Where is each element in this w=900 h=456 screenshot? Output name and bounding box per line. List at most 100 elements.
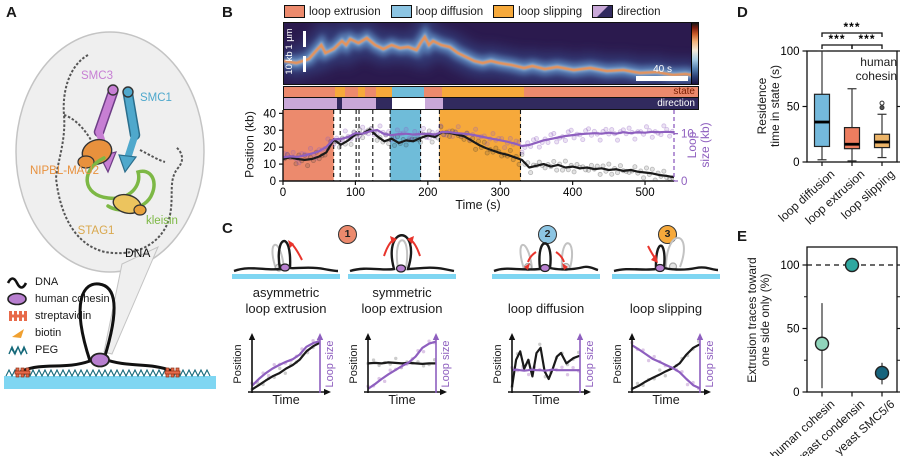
svg-text:***: *** (828, 32, 845, 46)
svg-text:300: 300 (491, 187, 510, 199)
annotation-human-cohesin: cohesin (855, 69, 897, 83)
bar-segment (392, 98, 426, 109)
cohesin-schematic: SMC3 SMC1 NIPBL-MAU2 kleisin STAG1 DNA (4, 31, 216, 389)
mini-y-label: Position (492, 344, 504, 384)
mini-y-label: Position (232, 344, 244, 384)
panel-label-a: A (6, 4, 17, 21)
svg-text:0: 0 (280, 187, 286, 199)
legend-item-loop-diffusion: loop diffusion (390, 5, 484, 18)
time-axis-label: Time (s) (455, 198, 501, 212)
mode-label-line1: asymmetric (252, 285, 320, 300)
legend-item-biotin: biotin (6, 325, 61, 341)
svg-text:100: 100 (780, 46, 799, 58)
legend-label: biotin (35, 327, 62, 339)
mode-label-line2: loop extrusion (245, 301, 327, 316)
bar-segment (336, 98, 342, 109)
svg-text:50: 50 (787, 324, 800, 336)
legend-item-loop-extrusion: loop extrusion (284, 5, 381, 18)
legend-item-streptavidin: streptavidin (6, 308, 91, 324)
bar-segment (357, 86, 365, 97)
mini-chart-slipping (628, 333, 711, 396)
stag1-label: STAG1 (78, 225, 115, 237)
red-arrow-icon (555, 251, 565, 263)
direction-swatch (592, 5, 614, 18)
mini-chart-diffusion (508, 333, 591, 396)
bar-segment (425, 98, 444, 109)
svg-text:200: 200 (418, 187, 437, 199)
legend-label: direction (617, 5, 661, 18)
legend-label: PEG (35, 344, 59, 356)
diffusion-swatch (390, 5, 412, 18)
smc1-rod (124, 90, 139, 139)
mini-chart-symmetric (364, 333, 447, 396)
mini-y2-label: Loop size (440, 340, 452, 388)
legend-item-peg: PEG (6, 342, 58, 358)
legend-label: loop diffusion (415, 5, 484, 18)
state-badge-3: 3 (658, 225, 677, 244)
dna-squiggle-icon (6, 277, 28, 289)
mode-label-line1: symmetric (372, 285, 432, 300)
direction-bar-label: direction (657, 97, 695, 109)
position-axis-label: Position (kb) (242, 111, 257, 178)
cartoon-symmetric-extrusion (348, 234, 456, 279)
smc1-head (122, 86, 134, 98)
cohesin-ellipse-icon (7, 292, 27, 306)
cohesin (279, 263, 291, 272)
glass-surface (4, 376, 216, 389)
bar-segment (284, 86, 335, 97)
bar-segment (392, 86, 424, 97)
legend-label: DNA (35, 276, 59, 288)
svg-text:30: 30 (263, 125, 276, 137)
svg-text:500: 500 (635, 187, 654, 199)
red-arrow-icon (527, 251, 537, 263)
legend-item-cohesin: human cohesin (6, 291, 110, 307)
svg-text:20: 20 (263, 142, 276, 154)
legend-label: loop slipping (518, 5, 583, 18)
kymograph-image (284, 23, 698, 84)
legend-label: streptavidin (35, 310, 92, 322)
svg-text:100: 100 (780, 260, 799, 272)
panel-label-b: B (222, 4, 233, 21)
bar-segment (364, 86, 376, 97)
extrusion-axis-label: Extrusion traces toward one side only (%… (745, 257, 772, 383)
kymo-scale-40s: 40 s (653, 64, 672, 75)
cartoon-asymmetric-extrusion (232, 239, 340, 279)
svg-text:0: 0 (681, 176, 687, 188)
streptavidin-anchor (14, 367, 31, 378)
panel-label-e: E (737, 228, 748, 245)
state-legend: loop extrusion loop diffusion loop slipp… (284, 5, 661, 18)
mini-y2-label: Loop size (704, 340, 716, 388)
svg-text:***: *** (843, 20, 860, 34)
smc3-head (107, 84, 119, 96)
svg-text:0: 0 (793, 387, 799, 399)
mini-y-label: Position (348, 344, 360, 384)
streptavidin-anchor (164, 367, 181, 378)
legend-item-dna: DNA (6, 274, 58, 290)
cartoon-loop-diffusion (492, 242, 600, 279)
cohesin (395, 264, 407, 273)
kleisin-loop (85, 156, 156, 212)
legend-item-loop-slipping: loop slipping (493, 5, 582, 18)
bar-segment (443, 98, 698, 109)
cohesin (654, 263, 666, 273)
legend-label: human cohesin (35, 293, 110, 305)
red-arrow-icon (290, 242, 303, 261)
mode-label: loop slipping (629, 301, 703, 316)
bar-segment (441, 86, 524, 97)
legend-label: loop extrusion (309, 5, 381, 18)
mini-x-label: Time (272, 393, 300, 407)
kleisin-label: kleisin (146, 215, 178, 227)
mode-label: loop diffusion (507, 301, 585, 316)
mini-x-label: Time (388, 393, 416, 407)
kymograph: 1 µm 10 kb 40 s (283, 22, 699, 85)
bar-segment (375, 98, 393, 109)
svg-text:10: 10 (681, 129, 694, 141)
scalebar-40s (636, 76, 688, 81)
smc3-rod (95, 88, 117, 136)
svg-text:***: *** (858, 32, 875, 46)
peg-icon (8, 345, 28, 356)
loop-size-axis-label: Loop size (kb) (685, 122, 712, 168)
svg-text:0: 0 (793, 157, 799, 169)
